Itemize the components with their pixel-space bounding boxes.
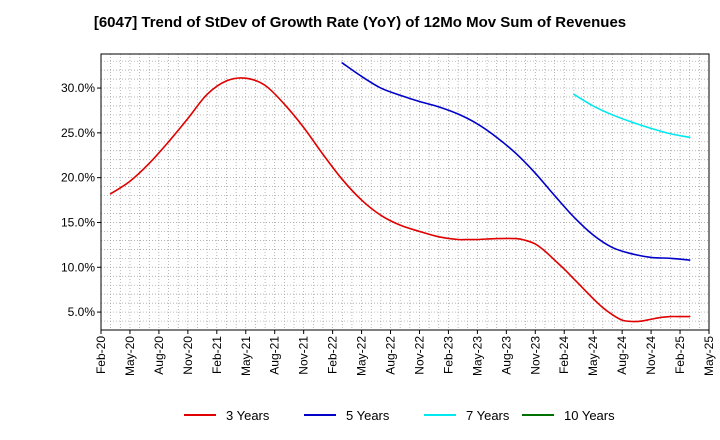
legend-label: 7 Years (466, 407, 510, 423)
y-axis: 5.0% 10.0% 15.0% 20.0% 25.0% 30.0% (61, 81, 101, 319)
x-tick-label: Feb-23 (441, 336, 455, 374)
x-tick-label: May-21 (239, 336, 253, 376)
x-tick-label: Feb-21 (210, 336, 224, 374)
legend-item-10-years: 10 Years (522, 405, 615, 425)
legend-swatch (424, 414, 456, 416)
series-line-3-years (109, 77, 691, 323)
x-tick-label: May-22 (355, 336, 369, 376)
legend-label: 5 Years (346, 407, 390, 423)
x-tick-label: Nov-23 (528, 336, 542, 375)
x-tick-label: Aug-21 (268, 336, 282, 375)
y-tick-label: 10.0% (61, 260, 95, 274)
plot-frame (100, 53, 710, 331)
x-tick-label: May-24 (586, 336, 600, 376)
legend-item-5-years: 5 Years (304, 405, 389, 425)
legend-label: 10 Years (564, 407, 615, 423)
series-line-7-years (573, 93, 691, 139)
y-tick-label: 5.0% (68, 305, 96, 319)
x-tick-label: Aug-24 (615, 336, 629, 375)
x-tick-label: Feb-22 (326, 336, 340, 374)
legend-swatch (522, 414, 554, 416)
x-tick-label: Aug-23 (499, 336, 513, 375)
y-tick-label: 25.0% (61, 126, 95, 140)
x-axis: Feb-20 May-20 Aug-20 Nov-20 Feb-21 May-21 Aug-… (94, 330, 716, 376)
x-tick-label: Nov-24 (644, 336, 658, 375)
x-tick-label: Feb-20 (94, 336, 108, 374)
plot-background (101, 54, 709, 330)
x-tick-label: Nov-22 (412, 336, 426, 375)
x-tick-label: May-23 (470, 336, 484, 376)
series-line-5-years (341, 62, 691, 261)
legend-label: 3 Years (226, 407, 270, 423)
series-layer (109, 62, 691, 323)
x-tick-label: Feb-25 (673, 336, 687, 374)
y-tick-label: 20.0% (61, 171, 95, 185)
x-tick-label: May-25 (702, 336, 716, 376)
legend-item-3-years: 3 Years (184, 405, 269, 425)
legend-swatch (184, 414, 216, 416)
y-tick-label: 30.0% (61, 81, 95, 95)
legend-item-7-years: 7 Years (424, 405, 509, 425)
vertical-gridlines (110, 54, 700, 330)
x-tick-label: Aug-20 (152, 336, 166, 375)
x-tick-label: Feb-24 (557, 336, 571, 374)
x-tick-label: Aug-22 (384, 336, 398, 375)
x-tick-label: Nov-21 (297, 336, 311, 375)
chart-title: [6047] Trend of StDev of Growth Rate (Yo… (93, 14, 627, 31)
x-tick-label: May-20 (123, 336, 137, 376)
legend-swatch (304, 414, 336, 416)
legend: 3 Years 5 Years 7 Years 10 Years (0, 405, 720, 425)
horizontal-gridlines (101, 60, 709, 331)
y-tick-label: 15.0% (61, 215, 95, 229)
x-tick-label: Nov-20 (181, 336, 195, 375)
